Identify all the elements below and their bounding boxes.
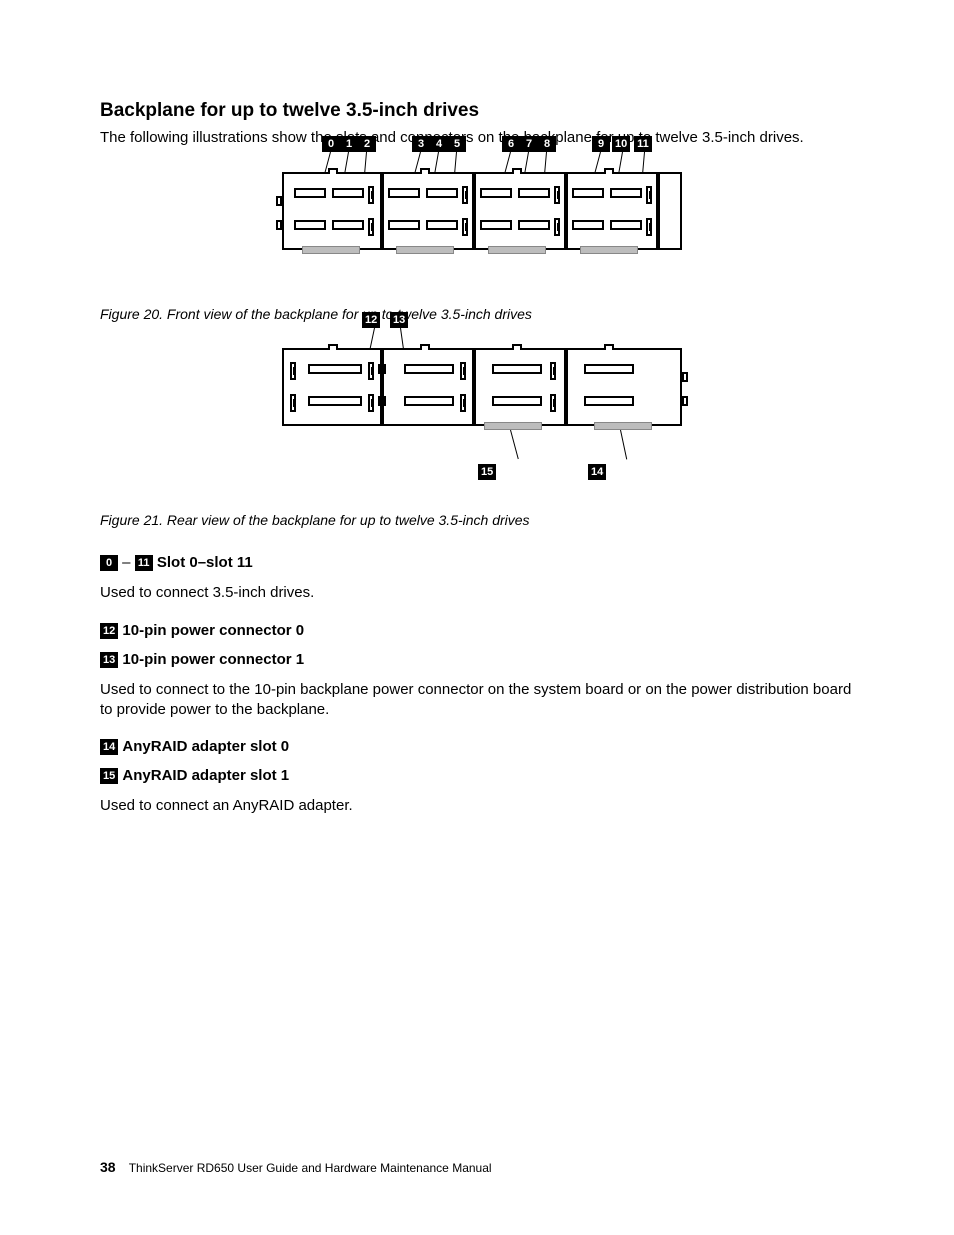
figure-20: 0 1 2 3 4 5 6 7 8 9 10 11 [100,172,864,292]
doc-title: ThinkServer RD650 User Guide and Hardwar… [129,1161,492,1175]
figure-21-caption: Figure 21. Rear view of the backplane fo… [100,512,864,528]
page-footer: 38 ThinkServer RD650 User Guide and Hard… [100,1159,492,1175]
callout-num-13: 13 [100,652,118,668]
intro-text: The following illustrations show the slo… [100,128,864,148]
callout-num-11: 11 [135,555,153,571]
page-number: 38 [100,1159,116,1175]
callout-12: 12 10-pin power connector 0 [100,622,864,639]
callout-13-label: 10-pin power connector 1 [122,651,304,668]
callout-num-12: 12 [100,623,118,639]
page: Backplane for up to twelve 3.5-inch driv… [0,0,954,1235]
callout-raid-desc: Used to connect an AnyRAID adapter. [100,796,864,816]
section-title: Backplane for up to twelve 3.5-inch driv… [100,100,864,122]
callout-14-label: AnyRAID adapter slot 0 [122,738,289,755]
callout-14: 14 AnyRAID adapter slot 0 [100,738,864,755]
callout-15: 15 AnyRAID adapter slot 1 [100,767,864,784]
callout-slot-desc: Used to connect 3.5-inch drives. [100,583,864,603]
callout-num-14: 14 [100,739,118,755]
callout-slot-label: Slot 0–slot 11 [157,554,253,571]
callout-12-label: 10-pin power connector 0 [122,622,304,639]
callout-power-desc: Used to connect to the 10-pin backplane … [100,680,864,721]
callout-num-0: 0 [100,555,118,571]
callout-15-label: AnyRAID adapter slot 1 [122,767,289,784]
figure-21: 12 13 [100,348,864,498]
callout-13: 13 10-pin power connector 1 [100,651,864,668]
callout-num-15: 15 [100,768,118,784]
callout-slot-range: 0 – 11 Slot 0–slot 11 [100,554,864,571]
figure-20-caption: Figure 20. Front view of the backplane f… [100,306,864,322]
